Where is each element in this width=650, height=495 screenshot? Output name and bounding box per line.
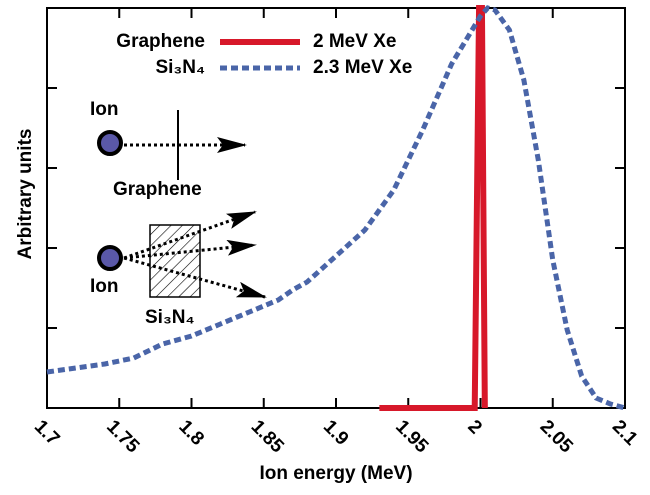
x-tick-label: 2.1 [608, 416, 642, 450]
y-axis-label: Arbitrary units [15, 129, 36, 260]
x-tick-label: 1.9 [319, 416, 353, 450]
x-axis-label: Ion energy (MeV) [259, 463, 412, 484]
x-tick-label: 1.75 [102, 416, 143, 457]
data-line [379, 5, 488, 411]
x-tick-label: 2.05 [536, 416, 577, 457]
legend-label: 2 MeV Xe [313, 31, 396, 52]
x-tick-label: 1.85 [247, 416, 288, 457]
legend-material: Si₃N₄ [155, 57, 205, 78]
legend-material: Graphene [116, 31, 205, 52]
annotation: Si₃N₄ [145, 307, 195, 328]
x-tick-label: 2 [463, 416, 485, 438]
annotation: Graphene [113, 179, 202, 200]
x-tick-label: 1.95 [391, 416, 432, 457]
annotation: Ion [90, 276, 119, 297]
annotation: Ion [90, 99, 119, 120]
x-tick-label: 1.8 [174, 416, 208, 450]
inset-diagram [97, 110, 267, 299]
x-tick-label: 1.7 [30, 416, 64, 450]
legend-label: 2.3 MeV Xe [313, 57, 412, 78]
